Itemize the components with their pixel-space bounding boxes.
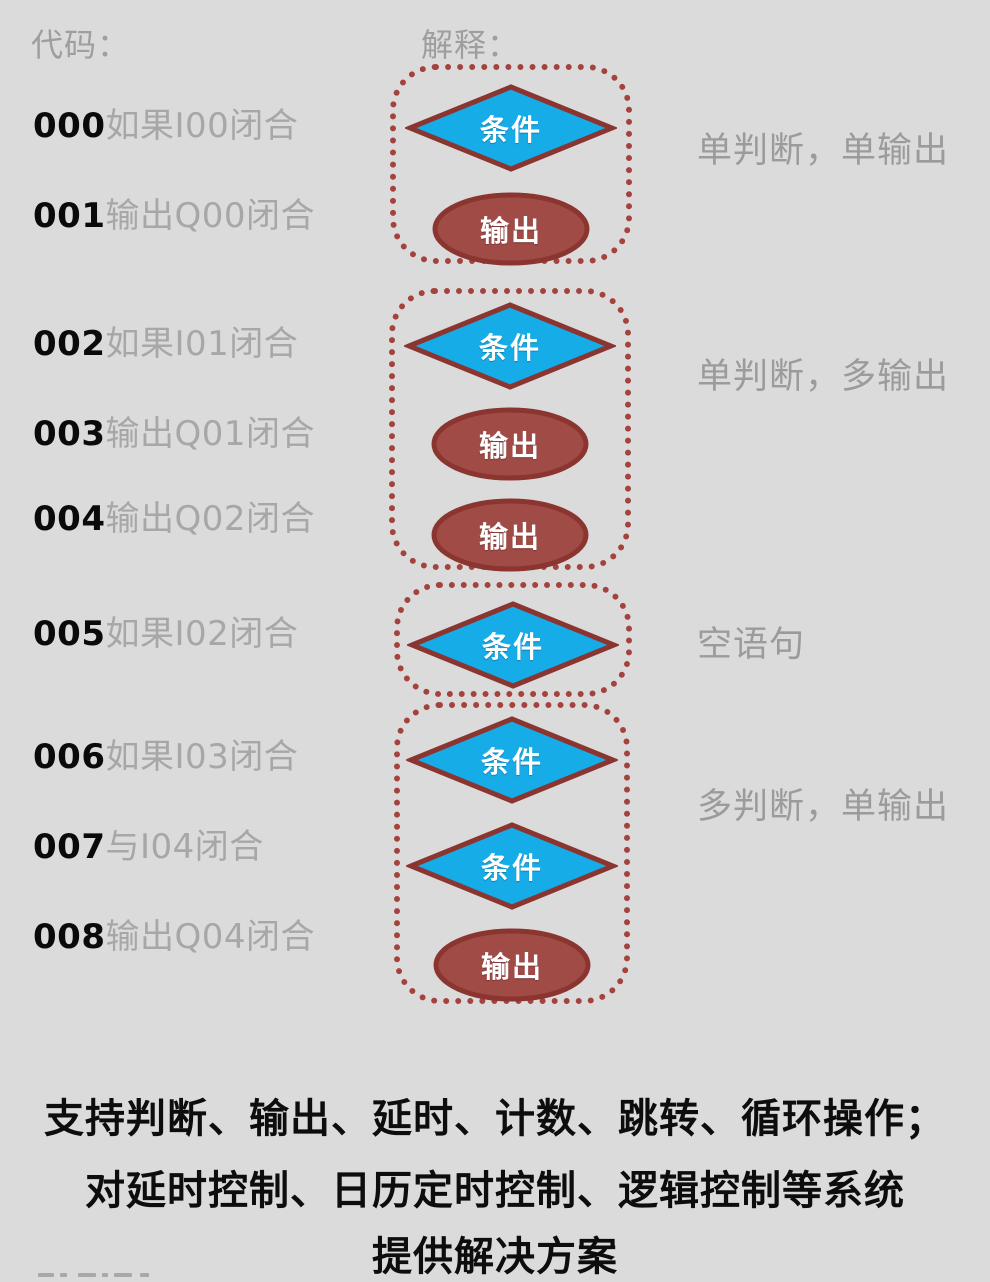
- code-line-number: 003: [33, 414, 106, 454]
- diamond-shape-icon: [404, 302, 616, 390]
- output-ellipse: 输出: [430, 190, 592, 268]
- condition-label: 条件: [479, 113, 542, 147]
- code-line-002: 002如果I01闭合: [33, 323, 298, 365]
- output-ellipse: 输出: [429, 496, 591, 574]
- condition-label: 条件: [480, 745, 543, 779]
- output-label: 输出: [478, 520, 541, 554]
- condition-diamond: 条件: [404, 300, 616, 392]
- footer-line-3: 提供解决方案: [372, 1234, 618, 1280]
- diamond-shape-icon: [406, 716, 618, 804]
- condition-label: 条件: [480, 851, 543, 885]
- caption-empty-statement: 空语句: [697, 625, 806, 665]
- explain-column-header: 解释：: [421, 26, 521, 64]
- cutoff-text-marks: [0, 1272, 990, 1279]
- output-ellipse: 输出: [429, 405, 591, 483]
- ellipse-shape-icon: [431, 407, 589, 481]
- code-line-006: 006如果I03闭合: [33, 736, 298, 778]
- caption-multi-judge-single-output: 多判断，单输出: [697, 787, 950, 827]
- code-line-001: 001输出Q00闭合: [33, 195, 315, 237]
- output-label: 输出: [479, 214, 542, 248]
- condition-diamond: 条件: [406, 820, 618, 912]
- footer-line-2: 对延时控制、日历定时控制、逻辑控制等系统: [85, 1168, 905, 1214]
- code-line-text: 如果I02闭合: [105, 614, 299, 654]
- code-line-number: 008: [33, 917, 106, 957]
- code-line-number: 006: [33, 737, 106, 777]
- caption-single-judge-multi-output: 单判断，多输出: [697, 357, 950, 397]
- code-line-number: 004: [33, 499, 106, 539]
- ellipse-shape-icon: [432, 192, 590, 266]
- code-line-number: 001: [33, 196, 106, 236]
- code-line-007: 007与I04闭合: [33, 826, 264, 868]
- condition-diamond: 条件: [407, 599, 619, 691]
- output-ellipse: 输出: [431, 926, 593, 1004]
- diamond-shape-icon: [406, 822, 618, 910]
- code-line-003: 003输出Q01闭合: [33, 413, 315, 455]
- condition-diamond: 条件: [405, 82, 617, 174]
- diamond-shape-icon: [405, 84, 617, 172]
- condition-label: 条件: [481, 630, 544, 664]
- flow-group-single-judge-multi-output: 条件 输出 输出: [389, 288, 631, 572]
- ellipse-shape-icon: [431, 498, 589, 572]
- code-line-text: 输出Q01闭合: [105, 414, 316, 454]
- condition-diamond: 条件: [406, 714, 618, 806]
- code-line-number: 007: [33, 827, 106, 867]
- code-line-text: 如果I01闭合: [105, 324, 299, 364]
- code-line-008: 008输出Q04闭合: [33, 916, 315, 958]
- code-line-text: 输出Q04闭合: [105, 917, 316, 957]
- flow-group-multi-judge-single-output: 条件 条件 输出: [394, 702, 630, 1004]
- code-line-number: 005: [33, 614, 106, 654]
- condition-label: 条件: [478, 331, 541, 365]
- code-column-header: 代码：: [31, 26, 131, 64]
- code-line-text: 如果I03闭合: [105, 737, 299, 777]
- output-label: 输出: [478, 429, 541, 463]
- output-label: 输出: [480, 950, 543, 984]
- code-line-004: 004输出Q02闭合: [33, 498, 315, 540]
- code-line-text: 与I04闭合: [105, 827, 264, 867]
- code-line-number: 002: [33, 324, 106, 364]
- flow-group-single-judge-single-output: 条件 输出: [390, 64, 632, 266]
- flow-group-empty-statement: 条件: [394, 582, 632, 697]
- caption-single-judge-single-output: 单判断，单输出: [697, 131, 950, 171]
- code-line-005: 005如果I02闭合: [33, 613, 298, 655]
- code-line-text: 如果I00闭合: [105, 106, 299, 146]
- ellipse-shape-icon: [433, 928, 591, 1002]
- code-line-000: 000如果I00闭合: [33, 105, 298, 147]
- code-line-number: 000: [33, 106, 106, 146]
- footer-line-1: 支持判断、输出、延时、计数、跳转、循环操作；: [44, 1096, 946, 1142]
- diamond-shape-icon: [407, 601, 619, 689]
- code-line-text: 输出Q02闭合: [105, 499, 316, 539]
- code-line-text: 输出Q00闭合: [105, 196, 316, 236]
